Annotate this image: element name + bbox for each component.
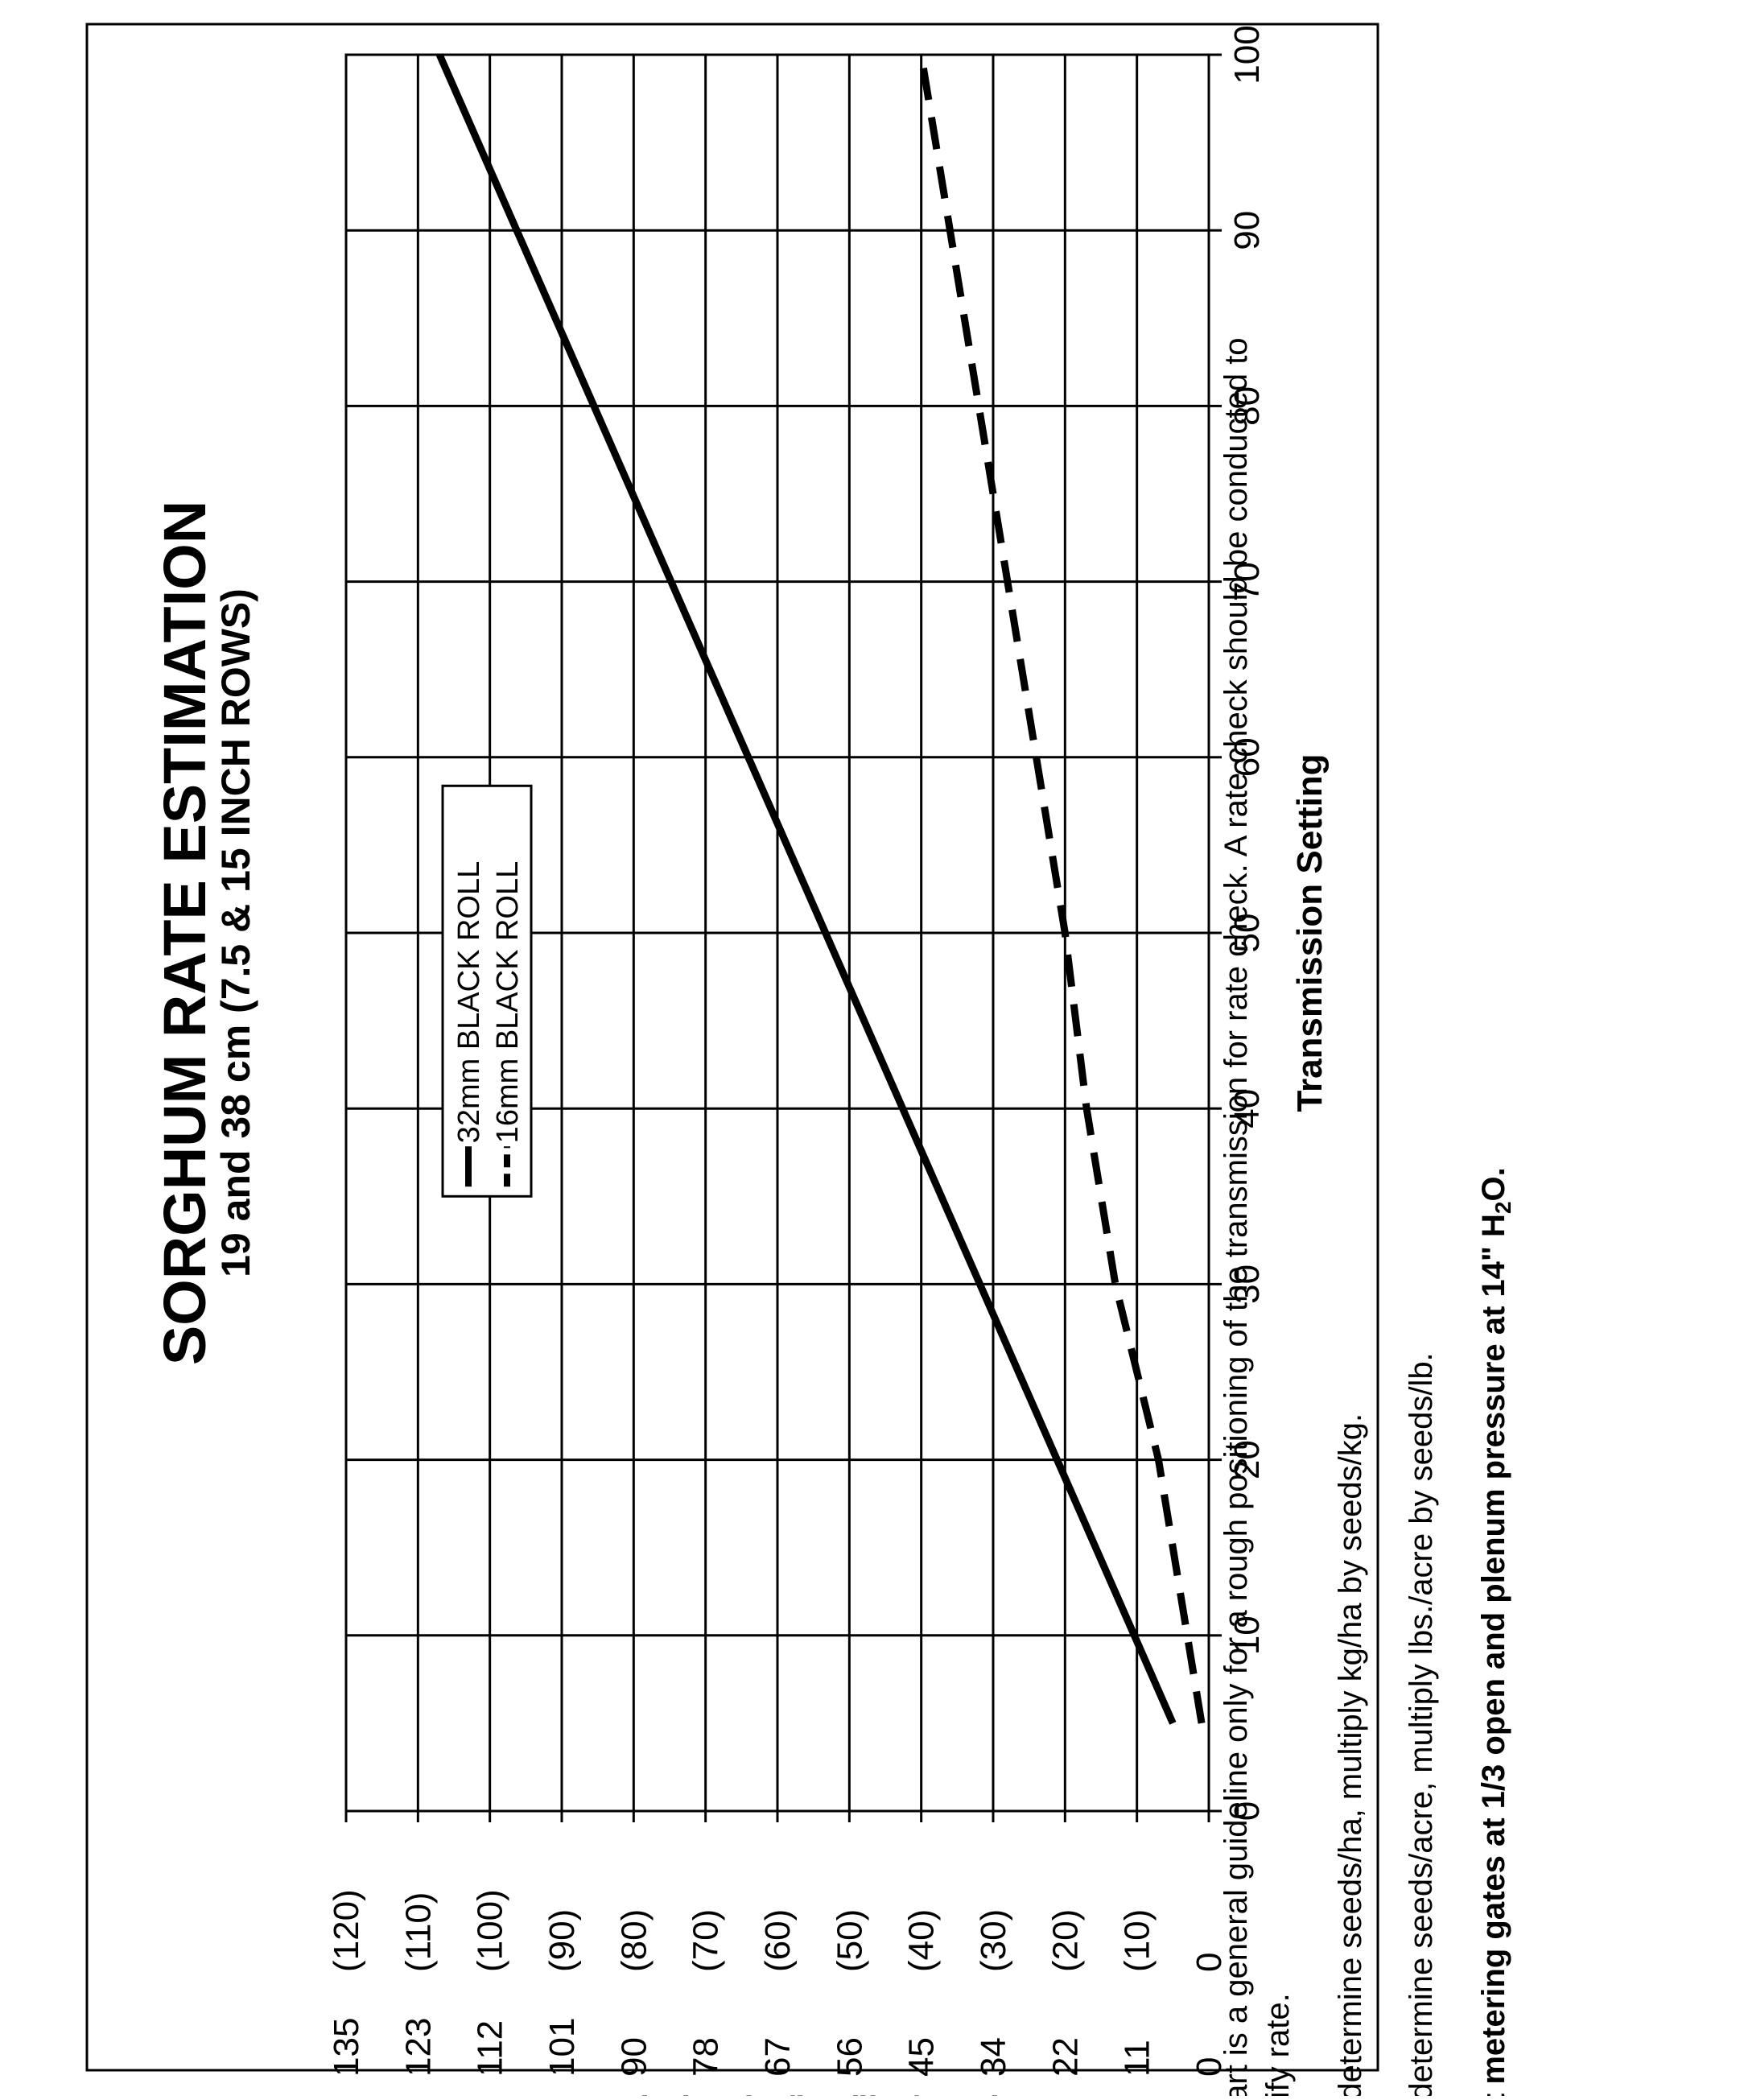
y-tick-label-kg: 112 — [471, 2020, 510, 2077]
x-tick-label: 10 — [1227, 1615, 1267, 1655]
y-tick-label-lbs: (20) — [1045, 1909, 1085, 1972]
note-metering-gates-main: Set metering gates at 1/3 open and plenu… — [1476, 1214, 1511, 2096]
x-tick-label: 20 — [1227, 1440, 1267, 1479]
note-metering-gates-subscript: 2 — [1491, 1202, 1515, 1215]
x-tick-label: 30 — [1227, 1265, 1267, 1304]
y-tick-label-lbs: (30) — [974, 1909, 1013, 1972]
notes-block: Chart is a general guideline only for a … — [1218, 337, 1515, 2100]
note-guideline-line2: verify rate. — [1260, 1993, 1296, 2096]
y-tick-label-lbs: (50) — [830, 1909, 869, 1972]
chart-title: SORGHUM RATE ESTIMATION — [151, 501, 218, 1365]
y-tick-label-kg: 123 — [398, 2018, 438, 2077]
x-tick-label: 60 — [1227, 737, 1267, 777]
y-tick-label-lbs: (120) — [327, 1889, 366, 1972]
y-tick-label-kg: 11 — [1118, 2040, 1157, 2077]
y-tick-label-lbs: (110) — [398, 1892, 438, 1972]
x-tick-label: 80 — [1227, 386, 1267, 426]
x-tick-label: 40 — [1227, 1089, 1267, 1128]
y-tick-label-lbs: (60) — [758, 1909, 798, 1972]
y-tick-label-kg: 135 — [327, 2018, 366, 2077]
y-tick-label-kg: 56 — [830, 2037, 869, 2077]
y-tick-label-kg: 101 — [542, 2018, 582, 2077]
y-tick-label-kg: 0 — [1190, 2057, 1229, 2077]
x-tick-label: 90 — [1227, 211, 1267, 250]
y-tick-label-lbs: (80) — [614, 1909, 654, 1972]
y-tick-label-lbs: (70) — [687, 1909, 726, 1972]
legend-box — [441, 784, 533, 1198]
y-tick-label-lbs: (100) — [471, 1889, 510, 1972]
note-seeds-acre: To determine seeds/acre, multiply lbs./a… — [1404, 1352, 1439, 2096]
rotated-chart: 0 10 20 30 40 50 60 70 80 90 100 0 0 11 (10) 22 (20) 34 (3… — [151, 25, 1330, 2100]
x-tick-label: 50 — [1227, 914, 1267, 953]
y-tick-label-lbs: (90) — [542, 1909, 582, 1972]
y-tick-label-lbs: (10) — [1118, 1909, 1157, 1972]
plot-border — [344, 53, 1210, 1813]
note-metering-gates: Set metering gates at 1/3 open and plenu… — [1476, 1167, 1515, 2096]
y-tick-label-kg: 78 — [687, 2037, 726, 2077]
note-guideline-line1: Chart is a general guideline only for a … — [1218, 337, 1254, 2096]
series-32mm-line — [436, 53, 1177, 1725]
chart-subtitle: 19 and 38 cm (7.5 & 15 INCH ROWS) — [213, 588, 258, 1277]
note-metering-gates-end: O. — [1476, 1167, 1511, 1201]
x-axis-label: Transmission Setting — [1290, 754, 1330, 1112]
x-tick-label: 100 — [1227, 25, 1267, 84]
y-tick-label-lbs: (40) — [902, 1909, 942, 1972]
y-tick-label-kg: 45 — [902, 2037, 942, 2077]
y-tick-label-kg: 22 — [1045, 2037, 1085, 2077]
legend-label-16mm: 16mm BLACK ROLL — [491, 861, 525, 1144]
x-tick-label: 0 — [1227, 1801, 1267, 1821]
y-tick-label-kg: 34 — [974, 2037, 1013, 2077]
y-tick-label-kg: 67 — [758, 2037, 798, 2077]
y-axis-label: Population kg/ha (lbs/acre) — [551, 2090, 1004, 2096]
x-tick-label: 70 — [1227, 562, 1267, 601]
note-seeds-ha: To determine seeds/ha, multiply kg/ha by… — [1333, 1413, 1368, 2096]
y-tick-label-kg: 90 — [614, 2037, 654, 2077]
series-16mm-line — [917, 54, 1206, 1724]
figure-border — [85, 23, 1379, 2072]
legend-label-32mm: 32mm BLACK ROLL — [452, 861, 486, 1144]
y-tick-label-lbs: 0 — [1190, 1953, 1229, 1972]
chart-root: 0 10 20 30 40 50 60 70 80 90 100 0 0 11 (10) 22 (20) 34 (3… — [151, 25, 1330, 2100]
